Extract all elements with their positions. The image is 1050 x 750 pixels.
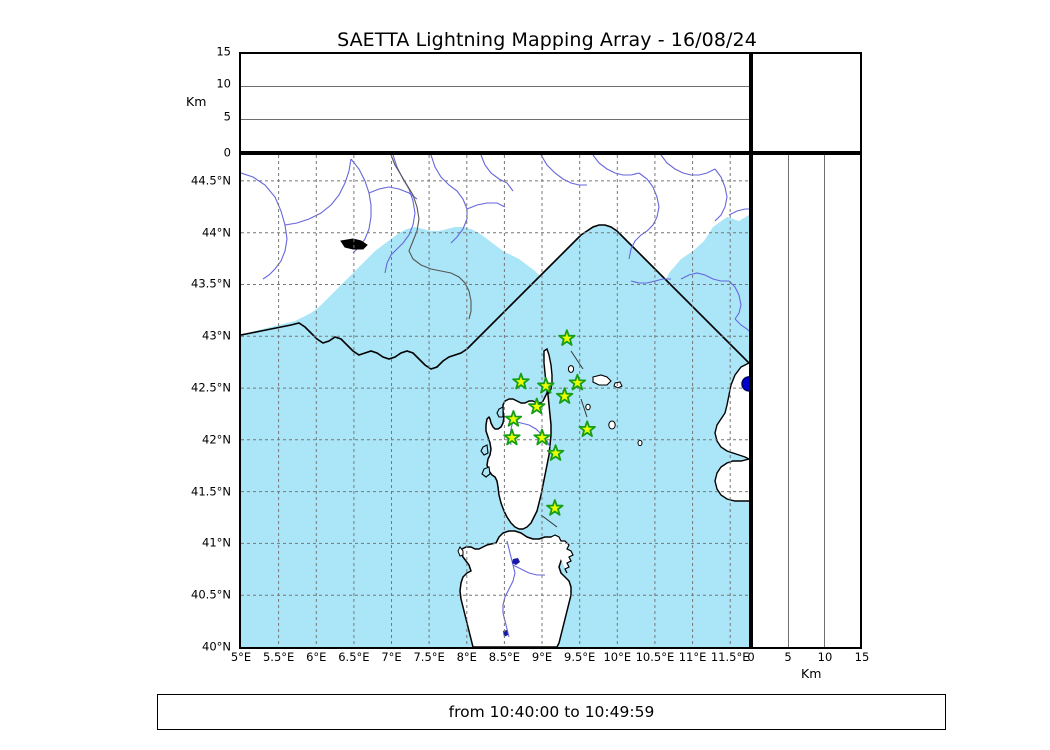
latitude-tick-40°N: 40°N bbox=[202, 639, 231, 654]
event-marker-layer bbox=[741, 376, 749, 392]
lma-station-star bbox=[546, 444, 565, 461]
right-panel-axis-label: Km bbox=[801, 666, 822, 681]
longitude-tick-11°E: 11°E bbox=[678, 650, 707, 664]
right-panel-gridline-5 bbox=[788, 155, 790, 647]
page-title-text: SAETTA Lightning Mapping Array - 16/08/2… bbox=[337, 29, 757, 51]
longitude-tick-5°E: 5°E bbox=[230, 650, 252, 664]
status-bar: from 10:40:00 to 10:49:59 bbox=[157, 694, 946, 730]
latitude-tick-42.5°N: 42.5°N bbox=[191, 380, 231, 395]
event-marker-dot bbox=[741, 376, 749, 392]
top-panel-tick-5: 5 bbox=[223, 108, 231, 123]
top-panel-tick-15: 15 bbox=[216, 44, 231, 59]
right-panel-tick-15: 15 bbox=[854, 650, 870, 664]
right-panel-tick-5: 5 bbox=[784, 650, 792, 664]
status-bar-text: from 10:40:00 to 10:49:59 bbox=[448, 703, 655, 721]
latitude-tick-44.5°N: 44.5°N bbox=[191, 173, 231, 188]
right-panel-gridline-10 bbox=[823, 155, 825, 647]
map-graphic bbox=[241, 155, 749, 647]
longitude-tick-7.5°E: 7.5°E bbox=[413, 650, 445, 664]
top-panel-gridline-5 bbox=[241, 118, 749, 120]
latitude-tick-44°N: 44°N bbox=[202, 224, 231, 239]
right-panel-tick-0: 0 bbox=[747, 650, 755, 664]
lma-station-star bbox=[503, 428, 521, 446]
longitude-tick-8°E: 8°E bbox=[456, 650, 477, 664]
longitude-tick-7°E: 7°E bbox=[381, 650, 402, 664]
latitude-tick-40.5°N: 40.5°N bbox=[191, 587, 231, 602]
lma-station-star bbox=[578, 420, 596, 438]
altitude-vs-latitude-panel[interactable] bbox=[751, 153, 862, 649]
lma-station-star bbox=[504, 410, 523, 427]
longitude-tick-10.5°E: 10.5°E bbox=[635, 650, 675, 664]
top-panel-gridline-10 bbox=[241, 86, 749, 88]
latitude-tick-43.5°N: 43.5°N bbox=[191, 276, 231, 291]
panel-vertical-separator bbox=[749, 52, 753, 153]
top-panel-axis-label: Km bbox=[186, 94, 207, 109]
lma-station-star bbox=[528, 397, 546, 415]
map-plot-area[interactable] bbox=[239, 153, 751, 649]
lma-station-markers bbox=[503, 329, 596, 516]
lma-station-star bbox=[568, 373, 587, 391]
longitude-tick-6.5°E: 6.5°E bbox=[338, 650, 370, 664]
longitude-tick-6°E: 6°E bbox=[306, 650, 327, 664]
longitude-tick-9.5°E: 9.5°E bbox=[564, 650, 596, 664]
latitude-tick-43°N: 43°N bbox=[202, 328, 231, 343]
latitude-tick-41.5°N: 41.5°N bbox=[191, 483, 231, 498]
longitude-tick-11.5°E: 11.5°E bbox=[710, 650, 750, 664]
longitude-tick-5.5°E: 5.5°E bbox=[262, 650, 295, 664]
right-panel-tick-10: 10 bbox=[817, 650, 833, 664]
corner-panel[interactable] bbox=[751, 52, 862, 153]
lma-station-star bbox=[512, 372, 530, 390]
lma-station-star bbox=[533, 428, 551, 446]
lma-station-star bbox=[558, 329, 576, 346]
lma-station-star bbox=[537, 376, 555, 394]
top-panel-tick-10: 10 bbox=[216, 76, 231, 91]
longitude-tick-9°E: 9°E bbox=[531, 650, 553, 664]
lma-station-star bbox=[546, 499, 564, 516]
altitude-vs-longitude-panel[interactable] bbox=[239, 52, 751, 153]
latitude-tick-41°N: 41°N bbox=[202, 535, 231, 550]
lma-station-star bbox=[555, 387, 574, 404]
longitude-tick-8.5°E: 8.5°E bbox=[488, 650, 521, 664]
page-title: SAETTA Lightning Mapping Array - 16/08/2… bbox=[0, 29, 1050, 51]
latitude-tick-42°N: 42°N bbox=[202, 432, 231, 447]
longitude-tick-10°E: 10°E bbox=[603, 650, 632, 664]
top-panel-tick-0: 0 bbox=[223, 145, 231, 160]
